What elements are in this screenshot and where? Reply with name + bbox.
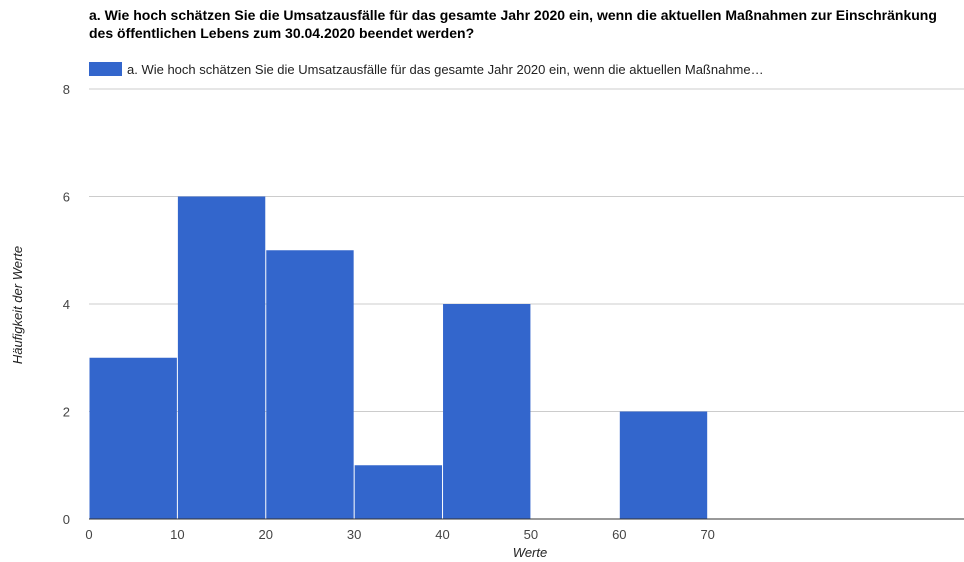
y-tick-label: 6 [63, 190, 70, 205]
axes: 0 2 4 6 8 0 10 20 30 40 50 60 70 [63, 82, 964, 542]
x-tick-label: 70 [700, 527, 714, 542]
x-tick-label: 30 [347, 527, 361, 542]
y-tick-label: 4 [63, 297, 70, 312]
x-tick-label: 40 [435, 527, 449, 542]
legend-swatch [89, 62, 122, 76]
y-tick-label: 2 [63, 405, 70, 420]
chart-title: a. Wie hoch schätzen Sie die Umsatzausfä… [89, 7, 937, 41]
histogram-bar[interactable] [443, 304, 531, 519]
x-tick-label: 10 [170, 527, 184, 542]
histogram-bar[interactable] [354, 465, 443, 519]
y-tick-label: 8 [63, 82, 70, 97]
x-tick-label: 0 [85, 527, 92, 542]
legend[interactable]: a. Wie hoch schätzen Sie die Umsatzausfä… [89, 60, 964, 78]
histogram-bar[interactable] [177, 196, 266, 520]
x-tick-label: 50 [524, 527, 538, 542]
y-tick-label: 0 [63, 512, 70, 527]
histogram-bar[interactable] [266, 250, 354, 519]
histogram-bar[interactable] [619, 411, 708, 520]
x-tick-label: 20 [259, 527, 273, 542]
x-axis-title: Werte [513, 545, 547, 560]
bars [89, 196, 708, 520]
histogram-bar[interactable] [89, 357, 177, 519]
y-axis-title: Häufigkeit der Werte [10, 246, 25, 364]
x-tick-label: 60 [612, 527, 626, 542]
